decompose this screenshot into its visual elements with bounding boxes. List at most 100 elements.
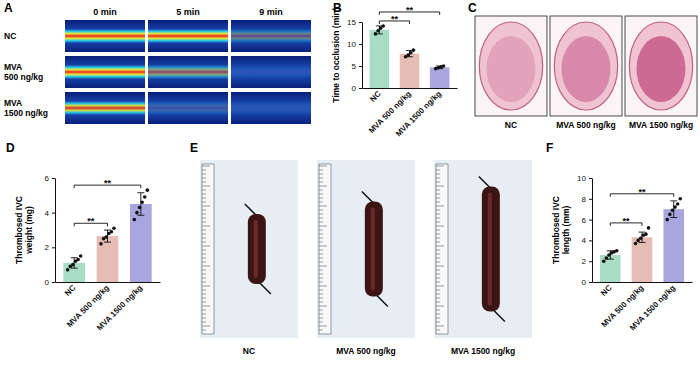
ruler-tick: [436, 194, 440, 195]
error-bar-cap: [137, 192, 144, 193]
tick-label: 2: [582, 257, 587, 266]
significance-label: **: [391, 14, 399, 24]
tick-mark: [589, 178, 592, 179]
ruler-tick: [202, 210, 206, 211]
thrombus-highlight: [488, 193, 492, 306]
ruler-tick: [202, 314, 206, 315]
histology-core: [562, 36, 611, 102]
ruler-tick: [436, 218, 440, 219]
ruler-tick: [202, 230, 206, 231]
plot-area: [600, 197, 684, 282]
error-bar-cap: [71, 268, 78, 269]
axis-line: [56, 282, 161, 283]
ruler-tick: [202, 278, 206, 279]
ruler-tick: [319, 190, 323, 191]
thrombus: [482, 187, 500, 312]
ruler-tick: [436, 290, 440, 291]
data-point: [602, 259, 606, 263]
ruler-tick: [319, 326, 327, 327]
ruler-tick: [436, 322, 440, 323]
row-label-line: 500 ng/kg: [4, 72, 43, 82]
tick-mark: [589, 282, 592, 283]
ruler-tick: [436, 314, 440, 315]
ruler-tick: [319, 170, 323, 171]
tick-mark: [359, 44, 362, 45]
ruler-tick: [202, 262, 206, 263]
tick-label: 8: [582, 195, 587, 204]
row-label-line: MVA: [4, 62, 22, 72]
panel-c: NCMVA 500 ng/kgMVA 1500 ng/kg: [475, 16, 697, 130]
ruler-tick: [202, 226, 210, 227]
ruler-tick: [319, 178, 323, 179]
tick-mark: [589, 261, 592, 262]
axis-title: Thrombosed IVC: [551, 196, 561, 264]
flow-band: [65, 101, 145, 115]
tick: 4: [582, 236, 592, 245]
tick-label: NC: [599, 283, 614, 298]
ruler-tick: [319, 294, 323, 295]
ruler: [436, 164, 448, 334]
ruler-tick: [202, 186, 210, 187]
ruler-tick: [436, 226, 444, 227]
ruler-tick: [319, 198, 323, 199]
figure: ABCDEF0 min5 min9 minNCMVA500 ng/kgMVA15…: [0, 0, 700, 383]
error-bar-cap: [104, 230, 111, 231]
tick-mark: [52, 282, 55, 283]
flow-image: [148, 20, 228, 52]
ruler-tick: [202, 166, 210, 167]
ruler-tick: [436, 202, 440, 203]
row-label-line: 1500 ng/kg: [4, 108, 48, 118]
data-point: [133, 218, 137, 222]
ruler-tick: [436, 210, 440, 211]
ruler-tick: [436, 270, 440, 271]
ruler-tick: [319, 166, 327, 167]
data-point: [66, 268, 70, 272]
ruler-tick: [202, 322, 206, 323]
tick-label: 4: [45, 209, 50, 218]
tick-label: 6: [582, 216, 587, 225]
data-point: [644, 232, 648, 236]
row-label: MVA1500 ng/kg: [4, 98, 48, 118]
image-label: MVA 1500 ng/kg: [451, 346, 515, 356]
ruler-tick: [436, 326, 444, 327]
ruler-tick: [202, 174, 206, 175]
tick-label: 15: [347, 18, 356, 27]
tick-mark: [359, 22, 362, 23]
data-point: [112, 226, 116, 230]
thrombus: [365, 202, 383, 297]
flow-image: [231, 56, 311, 88]
ruler-tick: [319, 262, 323, 263]
ruler-tick: [319, 230, 323, 231]
ruler-tick: [202, 178, 206, 179]
ruler-tick: [436, 274, 440, 275]
ruler-tick: [436, 230, 440, 231]
significance-label: **: [87, 216, 95, 226]
axis-line: [362, 23, 363, 89]
flow-band: [65, 65, 145, 79]
y-axis: 0246: [45, 174, 56, 287]
histology-core: [637, 36, 686, 102]
x-axis: NCMVA 500 ng/kgMVA 1500 ng/kg: [593, 283, 693, 333]
column-label: 9 min: [259, 7, 283, 17]
tick: 4: [45, 209, 55, 218]
plot-area: [63, 188, 151, 282]
tick: 8: [582, 195, 592, 204]
ruler-tick: [436, 166, 444, 167]
flow-image: [65, 56, 145, 88]
ruler-tick: [319, 194, 323, 195]
photo: [434, 160, 532, 338]
axis-title: weight (mg): [24, 206, 34, 255]
ruler-tick: [202, 190, 206, 191]
panel-label: E: [190, 141, 198, 155]
tick: MVA 1500 ng/kg: [95, 283, 144, 332]
bar: [632, 237, 653, 282]
ruler-tick: [202, 238, 206, 239]
ruler-tick: [436, 282, 440, 283]
y-axis: 0246810: [577, 174, 592, 287]
ruler-tick: [319, 238, 323, 239]
tick-label: MVA 1500 ng/kg: [95, 283, 144, 332]
tick-mark: [52, 213, 55, 214]
ruler-tick: [202, 234, 206, 235]
tick-label: 10: [347, 40, 356, 49]
error-bar-cap: [71, 257, 78, 258]
